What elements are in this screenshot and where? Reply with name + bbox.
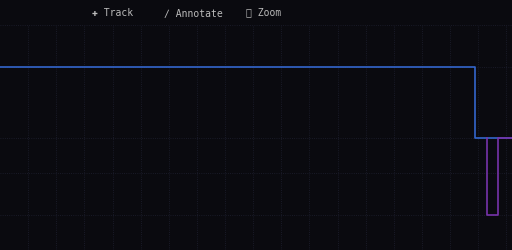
Text: ✚ Track: ✚ Track: [92, 8, 133, 18]
Text: 🔍 Zoom: 🔍 Zoom: [246, 8, 281, 18]
Text: ∕ Annotate: ∕ Annotate: [164, 8, 223, 18]
